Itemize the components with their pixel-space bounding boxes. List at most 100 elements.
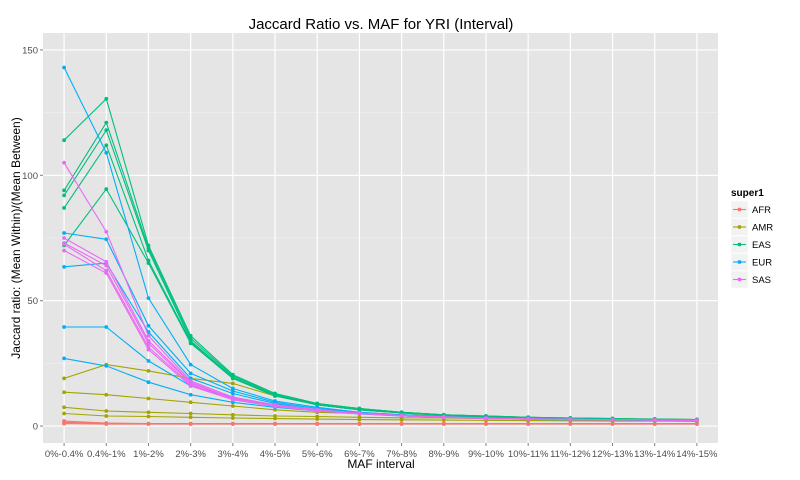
data-point — [62, 65, 66, 70]
data-point — [104, 414, 109, 418]
data-point — [188, 384, 193, 388]
data-point — [230, 381, 235, 386]
data-point — [104, 237, 109, 242]
series-sas — [62, 248, 699, 423]
data-point — [357, 417, 362, 422]
data-point — [146, 414, 151, 419]
data-point — [62, 248, 66, 253]
data-point — [104, 143, 109, 148]
data-point — [441, 422, 446, 426]
data-point — [399, 417, 404, 422]
data-point — [62, 376, 66, 381]
data-point — [273, 404, 277, 409]
x-tick-label: 6%-7% — [344, 449, 375, 460]
data-point — [104, 363, 109, 368]
data-point — [104, 263, 109, 268]
legend-item-eas: EAS — [730, 235, 771, 254]
legend-item-eur: EUR — [730, 253, 772, 271]
data-point — [104, 187, 109, 192]
data-point — [104, 150, 109, 155]
data-point — [652, 418, 657, 422]
data-point — [399, 413, 404, 418]
legend-key-point — [737, 225, 742, 229]
series-line — [64, 412, 697, 422]
data-point — [230, 376, 235, 381]
data-point — [62, 356, 66, 361]
data-point — [610, 417, 615, 422]
legend-key-point — [737, 207, 742, 212]
legend-key-point — [737, 277, 742, 282]
data-point — [399, 422, 404, 426]
data-point — [610, 422, 615, 426]
legend-label: EAS — [752, 240, 771, 251]
x-axis-ticks: 0%-0.4% 0.4%-1% 1%-2% 2%-3% 3%-4% 4%-5% 5%-6% 6… — [45, 443, 718, 460]
x-tick-label: 14%-15% — [676, 449, 718, 460]
x-tick-label: 5%-6% — [302, 449, 333, 460]
data-point — [104, 120, 109, 125]
data-point — [188, 341, 193, 346]
data-point — [188, 400, 193, 405]
data-point — [62, 242, 66, 247]
data-point — [695, 422, 699, 426]
data-point — [146, 380, 151, 385]
data-point — [104, 325, 109, 329]
data-point — [62, 138, 66, 143]
x-axis-title: MAF interval — [347, 457, 414, 471]
data-point — [146, 248, 151, 253]
series-line — [64, 423, 697, 425]
data-point — [104, 229, 109, 234]
data-point — [230, 422, 235, 426]
data-point — [441, 418, 446, 422]
x-tick-label: 2%-3% — [175, 449, 206, 460]
data-point — [104, 409, 109, 413]
data-point — [484, 416, 488, 421]
x-tick-label: 7%-8% — [386, 449, 417, 460]
data-point — [188, 371, 193, 376]
x-tick-label: 11%-12% — [550, 449, 591, 460]
legend-key-point — [737, 242, 742, 247]
data-point — [146, 358, 151, 363]
data-point — [652, 422, 657, 426]
data-point — [188, 411, 193, 416]
legend: super1 AFR AMR EAS EUR SAS — [730, 188, 773, 289]
data-point — [315, 409, 320, 413]
x-tick-label: 12%-13% — [592, 449, 634, 460]
x-tick-label: 3%-4% — [218, 449, 249, 460]
data-point — [230, 416, 235, 420]
data-point — [357, 422, 362, 426]
x-tick-label: 8%-9% — [428, 449, 459, 460]
x-tick-label: 0.4%-1% — [87, 449, 126, 460]
legend-label: SAS — [752, 275, 771, 286]
y-axis-ticks: 0 50 100 150 — [22, 45, 43, 433]
data-point — [357, 411, 362, 416]
y-tick-label: 50 — [27, 296, 38, 307]
data-point — [62, 325, 66, 329]
data-point — [568, 417, 573, 422]
data-point — [146, 333, 151, 338]
data-point — [695, 418, 699, 423]
data-point — [188, 392, 193, 397]
data-point — [568, 422, 573, 426]
data-point — [62, 405, 66, 410]
series-afr — [62, 421, 699, 426]
data-point — [230, 391, 235, 396]
data-point — [104, 259, 109, 264]
legend-title: super1 — [731, 188, 764, 199]
chart-title: Jaccard Ratio vs. MAF for YRI (Interval) — [249, 16, 514, 33]
legend-key-point — [737, 260, 742, 264]
data-point — [104, 422, 109, 426]
legend-item-amr: AMR — [730, 218, 773, 236]
data-point — [62, 421, 66, 426]
data-point — [62, 188, 66, 193]
x-tick-label: 13%-14% — [634, 449, 676, 460]
data-point — [526, 422, 531, 426]
x-tick-label: 9%-10% — [468, 449, 504, 460]
data-point — [441, 415, 446, 420]
data-point — [62, 206, 66, 210]
data-point — [104, 96, 109, 101]
series-layer — [62, 65, 699, 426]
data-point — [146, 347, 151, 352]
data-point — [484, 422, 488, 426]
data-point — [230, 397, 235, 402]
data-point — [230, 412, 235, 417]
